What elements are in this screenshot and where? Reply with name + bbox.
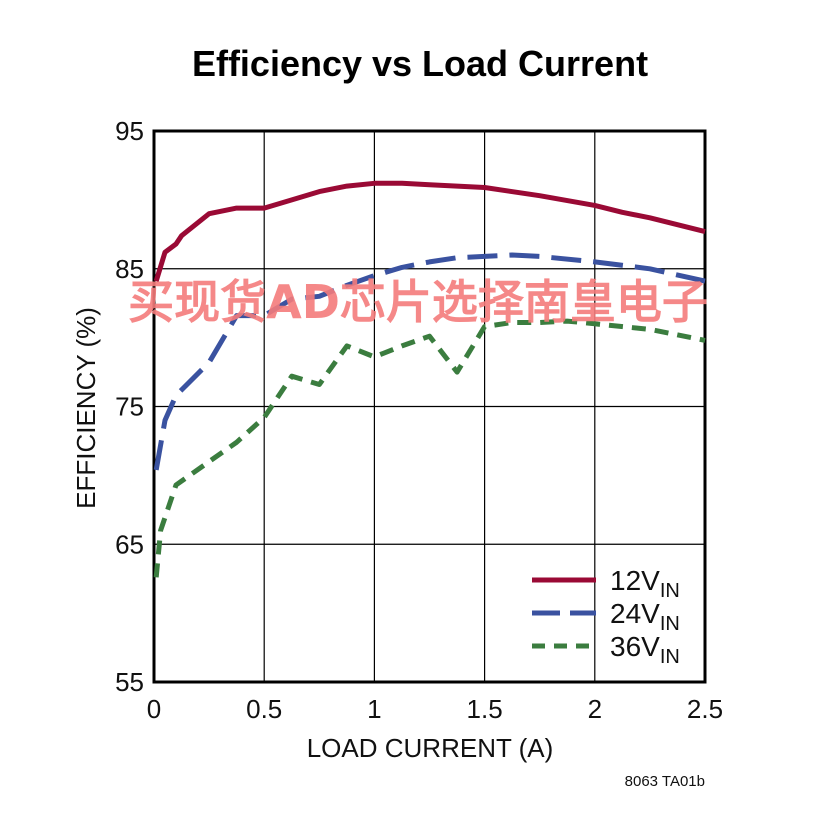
series-lines [153,180,706,578]
y-tick-label: 95 [115,116,144,146]
series-line-12v [153,180,706,282]
chart-title: Efficiency vs Load Current [192,43,648,84]
x-tick-label: 0 [147,694,161,724]
x-axis-label: LOAD CURRENT (A) [307,733,554,763]
figure-id: 8063 TA01b [625,773,705,790]
x-tick-label: 1.5 [467,694,503,724]
series-line-36v [153,318,706,578]
y-tick-label: 65 [115,529,144,559]
y-axis-label: EFFICIENCY (%) [71,307,101,509]
x-tick-labels: 0 0.5 1 1.5 2 2.5 [147,694,723,724]
y-tick-label: 55 [115,667,144,697]
x-tick-label: 0.5 [246,694,282,724]
x-tick-label: 1 [367,694,381,724]
watermark-text: 买现货AD芯片选择南皇电子 [128,275,708,329]
x-tick-label: 2.5 [687,694,723,724]
legend-label-12v: 12VIN [610,565,680,602]
y-tick-label: 75 [115,392,144,422]
plot-frame [152,129,707,684]
legend-label-36v: 36VIN [610,631,680,668]
x-tick-label: 2 [588,694,602,724]
y-tick-label: 85 [115,254,144,284]
y-tick-labels: 55 65 75 85 95 [115,116,144,697]
legend-label-24v: 24VIN [610,598,680,635]
